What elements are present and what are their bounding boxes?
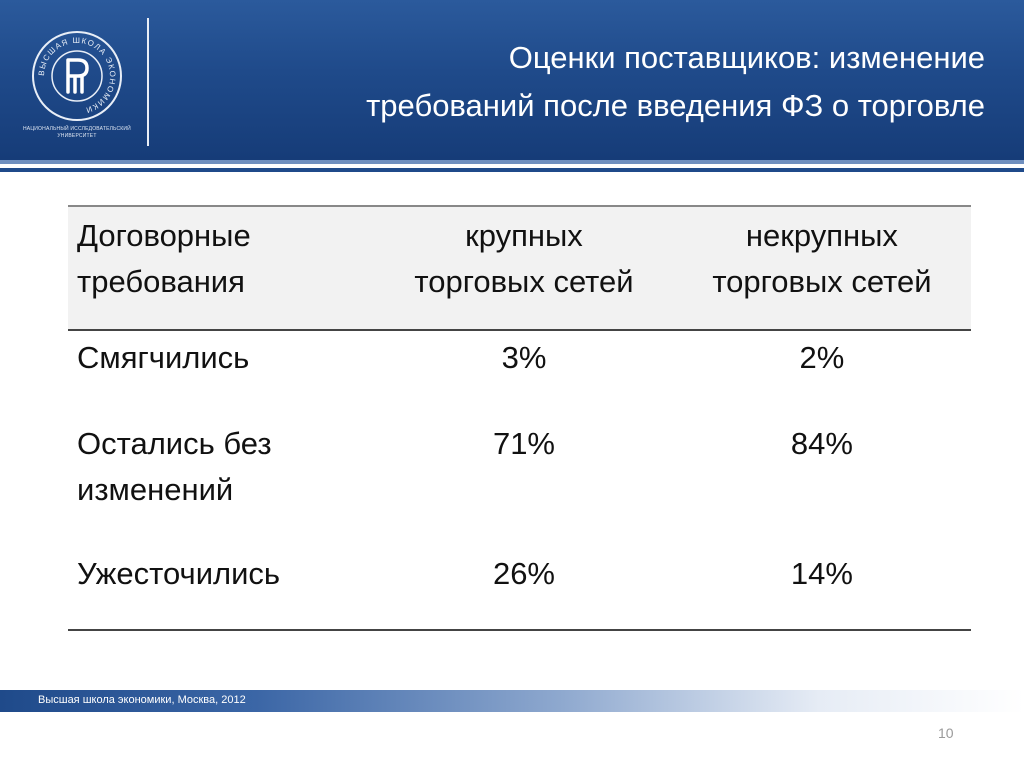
header-large-retail-chains: крупных торговых сетей [375, 206, 673, 330]
row-label-text: изменений [77, 472, 234, 507]
row-label: Смягчились [68, 330, 375, 421]
header-text: требования [77, 264, 245, 299]
header-text: торговых сетей [414, 264, 634, 299]
cell-large: 26% [492, 556, 555, 591]
cell-small: 2% [799, 340, 845, 375]
header-contract-requirements: Договорные требования [68, 206, 375, 330]
logo-caption-line1: НАЦИОНАЛЬНЫЙ ИССЛЕДОВАТЕЛЬСКИЙ [23, 126, 131, 132]
row-label: Остались без изменений [68, 421, 375, 549]
header-text: Договорные [77, 218, 251, 253]
slide-title: Оценки поставщиков: изменение требований… [170, 34, 985, 130]
row-label-text: Ужесточились [77, 556, 281, 591]
logo-caption-line2: УНИВЕРСИТЕТ [57, 133, 97, 139]
cell-small: 84% [790, 426, 853, 461]
header-stripe [0, 168, 1024, 172]
header-stripe [0, 160, 1024, 164]
header-text: торговых сетей [712, 264, 932, 299]
row-label-text: Смягчились [77, 340, 250, 375]
logo-caption: НАЦИОНАЛЬНЫЙ ИССЛЕДОВАТЕЛЬСКИЙ УНИВЕРСИТ… [22, 126, 132, 140]
slide-title-line2: требований после введения ФЗ о торговле [366, 88, 985, 123]
cell-large: 71% [492, 426, 555, 461]
slide-title-line1: Оценки поставщиков: изменение [508, 40, 985, 75]
supplier-requirements-table: Договорные требования крупных торговых с… [68, 205, 971, 631]
table-row: Ужесточились 26% 14% [68, 549, 971, 630]
footer-bar [0, 690, 1024, 712]
table-row: Смягчились 3% 2% [68, 330, 971, 421]
row-label-text: Остались без [77, 426, 272, 461]
cell-large: 3% [501, 340, 547, 375]
header-stripe [0, 164, 1024, 168]
header-text: крупных [465, 218, 583, 253]
page-number: 10 [938, 725, 954, 741]
header-text: некрупных [745, 218, 898, 253]
cell-small: 14% [790, 556, 853, 591]
header-band: ВЫСШАЯ ШКОЛА ЭКОНОМИКИ НАЦИОНАЛЬНЫЙ ИССЛ… [0, 0, 1024, 160]
university-logo: ВЫСШАЯ ШКОЛА ЭКОНОМИКИ НАЦИОНАЛЬНЫЙ ИССЛ… [22, 26, 132, 146]
header-divider [147, 18, 149, 146]
footer-text: Высшая школа экономики, Москва, 2012 [38, 694, 246, 706]
header-small-retail-chains: некрупных торговых сетей [673, 206, 971, 330]
table-header-row: Договорные требования крупных торговых с… [68, 206, 971, 330]
hse-university-logo-icon: ВЫСШАЯ ШКОЛА ЭКОНОМИКИ [32, 31, 122, 121]
row-label: Ужесточились [68, 549, 375, 630]
table-row: Остались без изменений 71% 84% [68, 421, 971, 549]
